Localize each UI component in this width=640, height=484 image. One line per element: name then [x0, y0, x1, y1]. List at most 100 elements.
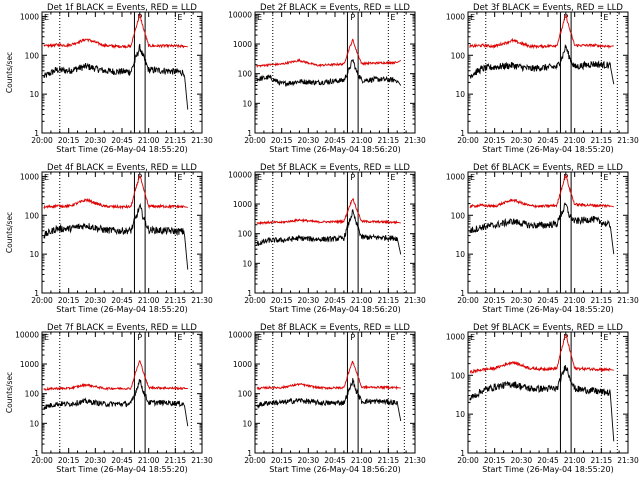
x-tick-label: 21:30: [404, 456, 426, 465]
x-tick-label: 20:45: [537, 296, 559, 305]
x-tick-label: 20:30: [511, 296, 533, 305]
chart-title: Det 9f BLACK = Events, RED = LLD: [473, 323, 623, 333]
x-tick-label: 20:30: [511, 136, 533, 145]
x-axis-label: Start Time (26-May-04 18:56:20): [269, 305, 400, 314]
y-tick-label: 10000: [228, 170, 252, 179]
marker-label-peak: P: [350, 173, 355, 182]
series-line-lld: [256, 360, 401, 391]
series-line-lld: [43, 174, 188, 210]
series-line-events: [43, 43, 189, 110]
plot-frame: [467, 171, 629, 294]
x-tick-label: 20:15: [271, 456, 293, 465]
marker-label-right: E: [177, 13, 182, 22]
marker-label-left: E: [470, 13, 475, 22]
x-tick-label: 21:00: [564, 136, 586, 145]
x-tick-label: 20:00: [457, 136, 479, 145]
x-tick-label: 20:00: [457, 456, 479, 465]
x-tick-label: 21:30: [191, 456, 213, 465]
x-tick-label: 21:00: [564, 456, 586, 465]
x-axis-label: Start Time (26-May-04 18:56:20): [269, 465, 400, 474]
x-tick-label: 20:30: [85, 296, 107, 305]
chart-panel-1: Det 1f BLACK = Events, RED = LLD Counts/s…: [5, 3, 213, 154]
chart-title: Det 7f BLACK = Events, RED = LLD: [47, 323, 197, 333]
x-axis-label: Start Time (26-May-04 18:56:20): [269, 145, 400, 154]
x-tick-label: 21:30: [191, 296, 213, 305]
chart-title: Det 3f BLACK = Events, RED = LLD: [473, 3, 623, 13]
x-tick-label: 20:00: [244, 136, 266, 145]
y-tick-label: 1000: [233, 360, 252, 369]
y-tick-label: 10: [455, 90, 465, 99]
x-tick-label: 20:15: [484, 296, 506, 305]
x-tick-label: 21:15: [165, 456, 187, 465]
x-tick-label: 20:45: [537, 136, 559, 145]
series-line-events: [469, 202, 615, 255]
y-tick-label: 100: [238, 390, 253, 399]
series-line-events: [256, 208, 402, 255]
marker-label-left: E: [44, 173, 49, 182]
x-tick-label: 20:15: [271, 296, 293, 305]
x-tick-label: 20:30: [85, 136, 107, 145]
series-line-lld: [256, 38, 402, 68]
marker-label-peak: P: [350, 333, 355, 342]
series-line-events: [256, 377, 402, 422]
y-tick-label: 100: [238, 70, 253, 79]
x-tick-label: 20:15: [484, 136, 506, 145]
y-tick-label: 1000: [20, 360, 39, 369]
series-line-events: [469, 364, 615, 442]
x-tick-label: 20:30: [511, 456, 533, 465]
x-tick-label: 20:30: [298, 296, 320, 305]
marker-label-right: E: [390, 173, 395, 182]
x-tick-label: 20:15: [58, 136, 80, 145]
x-tick-label: 21:15: [591, 136, 613, 145]
x-tick-label: 21:30: [191, 136, 213, 145]
y-tick-label: 1000: [233, 40, 252, 49]
chart-title: Det 1f BLACK = Events, RED = LLD: [47, 3, 197, 13]
x-tick-label: 21:30: [617, 296, 639, 305]
x-tick-label: 20:30: [298, 136, 320, 145]
series-line-lld: [469, 14, 614, 50]
y-tick-label: 10000: [15, 330, 39, 339]
marker-label-right: E: [603, 13, 608, 22]
x-tick-label: 20:00: [244, 296, 266, 305]
x-tick-label: 21:00: [351, 136, 373, 145]
marker-label-left: E: [44, 13, 49, 22]
x-tick-label: 20:15: [484, 456, 506, 465]
x-tick-label: 20:15: [58, 296, 80, 305]
x-axis-label: Start Time (26-May-04 18:55:20): [56, 465, 187, 474]
series-line-lld: [469, 173, 614, 209]
chart-title: Det 4f BLACK = Events, RED = LLD: [47, 163, 197, 173]
x-tick-label: 20:15: [271, 136, 293, 145]
y-tick-label: 1000: [20, 172, 39, 181]
marker-label-left: E: [470, 173, 475, 182]
x-tick-label: 20:00: [31, 296, 53, 305]
x-tick-label: 20:45: [111, 296, 133, 305]
marker-label-peak: P: [563, 333, 568, 342]
x-tick-label: 21:15: [591, 456, 613, 465]
marker-label-right: E: [390, 13, 395, 22]
y-tick-label: 10: [242, 259, 252, 268]
y-tick-label: 10: [242, 419, 252, 428]
marker-label-right: E: [177, 173, 182, 182]
x-tick-label: 21:00: [138, 296, 160, 305]
x-tick-label: 21:30: [617, 456, 639, 465]
y-tick-label: 10000: [228, 10, 252, 19]
x-tick-label: 20:45: [537, 456, 559, 465]
chart-title: Det 6f BLACK = Events, RED = LLD: [473, 163, 623, 173]
marker-label-peak: P: [137, 13, 142, 22]
x-tick-label: 20:30: [85, 456, 107, 465]
x-tick-label: 20:45: [324, 456, 346, 465]
series-line-lld: [43, 359, 188, 392]
marker-label-left: E: [257, 13, 262, 22]
x-tick-label: 20:45: [324, 296, 346, 305]
x-tick-label: 21:30: [617, 136, 639, 145]
x-tick-label: 21:00: [351, 296, 373, 305]
y-tick-label: 10: [455, 410, 465, 419]
series-line-events: [256, 58, 402, 87]
y-tick-label: 1: [460, 289, 465, 298]
x-tick-label: 21:00: [351, 456, 373, 465]
x-tick-label: 21:00: [138, 456, 160, 465]
x-axis-label: Start Time (26-May-04 18:55:20): [482, 145, 613, 154]
x-tick-label: 20:45: [111, 136, 133, 145]
